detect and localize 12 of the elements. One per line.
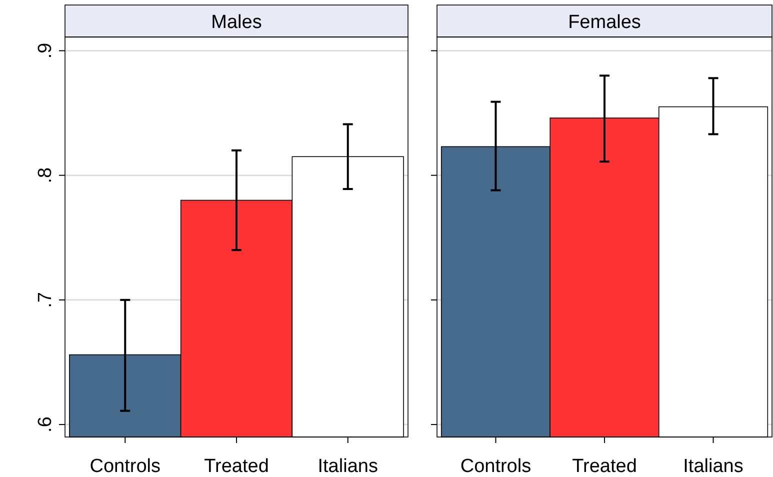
y-tick-label: .6 [35,416,56,432]
y-tick-label: .9 [35,42,56,59]
chart-title: Females [568,12,641,33]
x-tick-label: Treated [204,456,269,477]
x-tick-label: Italians [318,456,378,477]
y-tick-label: .8 [35,167,56,184]
x-tick-label: Treated [572,456,637,477]
y-tick-label: .7 [35,292,56,308]
x-tick-label: Controls [460,456,532,477]
x-tick-label: Controls [90,456,161,477]
chart-title: Males [211,12,262,33]
x-tick-label: Italians [683,456,744,477]
